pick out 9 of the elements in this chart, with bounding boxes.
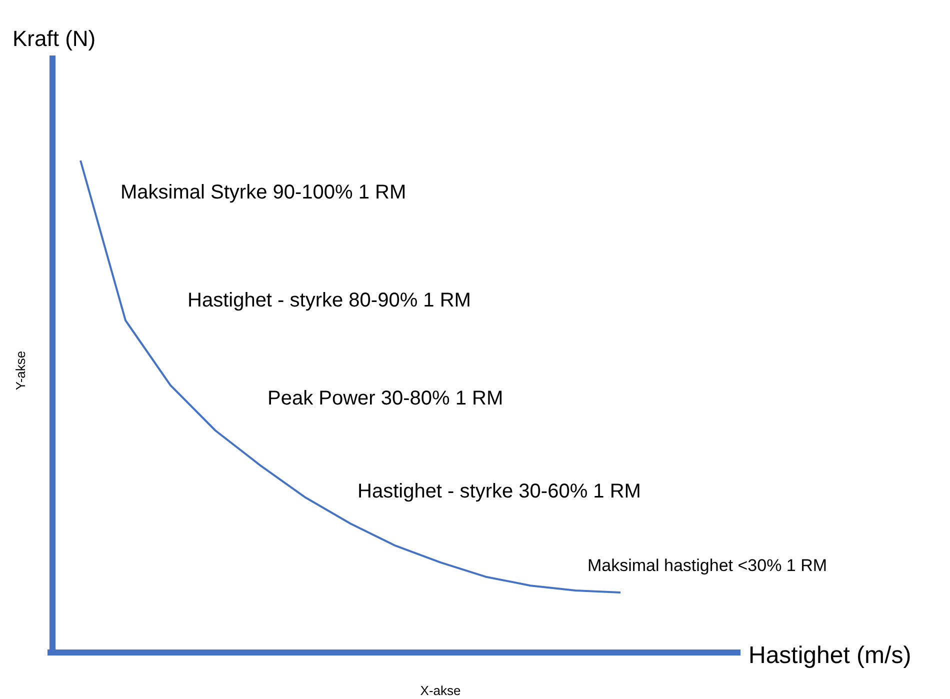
annotation: Maksimal hastighet <30% 1 RM	[588, 556, 828, 575]
annotation: Hastighet - styrke 80-90% 1 RM	[188, 290, 471, 312]
y-axis-title: Kraft (N)	[12, 26, 96, 51]
annotation: Hastighet - styrke 30-60% 1 RM	[358, 480, 641, 502]
annotation: Maksimal Styrke 90-100% 1 RM	[120, 182, 406, 204]
x-axis-title: Hastighet (m/s)	[748, 642, 912, 669]
text: Y-akse	[13, 350, 28, 390]
text: X-akse	[420, 683, 461, 698]
annotation: Peak Power 30-80% 1 RM	[268, 388, 504, 410]
